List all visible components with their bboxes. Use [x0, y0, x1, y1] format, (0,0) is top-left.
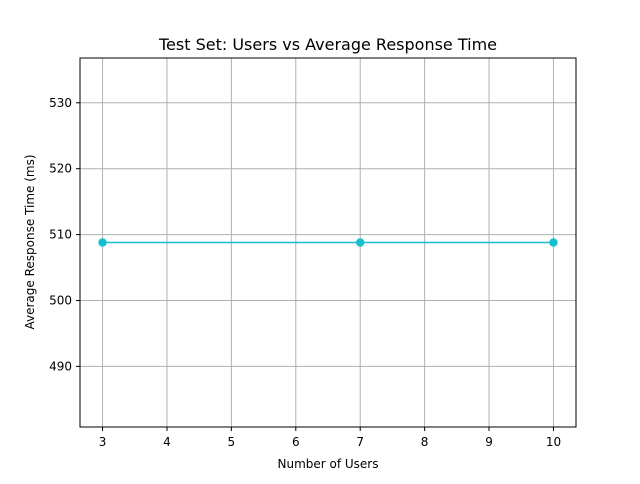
chart-title: Test Set: Users vs Average Response Time: [158, 35, 497, 54]
x-tick-label: 8: [421, 435, 429, 449]
y-tick-label: 520: [49, 162, 72, 176]
y-tick-label: 510: [49, 228, 72, 242]
y-tick-label: 530: [49, 96, 72, 110]
data-point: [98, 238, 107, 247]
data-point: [356, 238, 365, 247]
data-point: [549, 238, 558, 247]
y-tick-label: 490: [49, 359, 72, 373]
x-axis-label: Number of Users: [277, 457, 378, 471]
series-layer: [98, 238, 558, 247]
x-tick-label: 10: [546, 435, 561, 449]
x-tick-label: 7: [356, 435, 364, 449]
y-tick-label: 500: [49, 293, 72, 307]
x-tick-label: 6: [292, 435, 300, 449]
x-tick-label: 4: [163, 435, 171, 449]
x-axis-ticks: 3 4 5 6 7 8 9 10: [99, 427, 561, 449]
x-tick-label: 5: [228, 435, 236, 449]
plot-frame: [79, 57, 577, 428]
x-tick-label: 3: [99, 435, 107, 449]
x-tick-label: 9: [485, 435, 493, 449]
y-axis-label: Average Response Time (ms): [23, 154, 37, 329]
y-axis-ticks: 490 500 510 520 530: [49, 96, 80, 373]
